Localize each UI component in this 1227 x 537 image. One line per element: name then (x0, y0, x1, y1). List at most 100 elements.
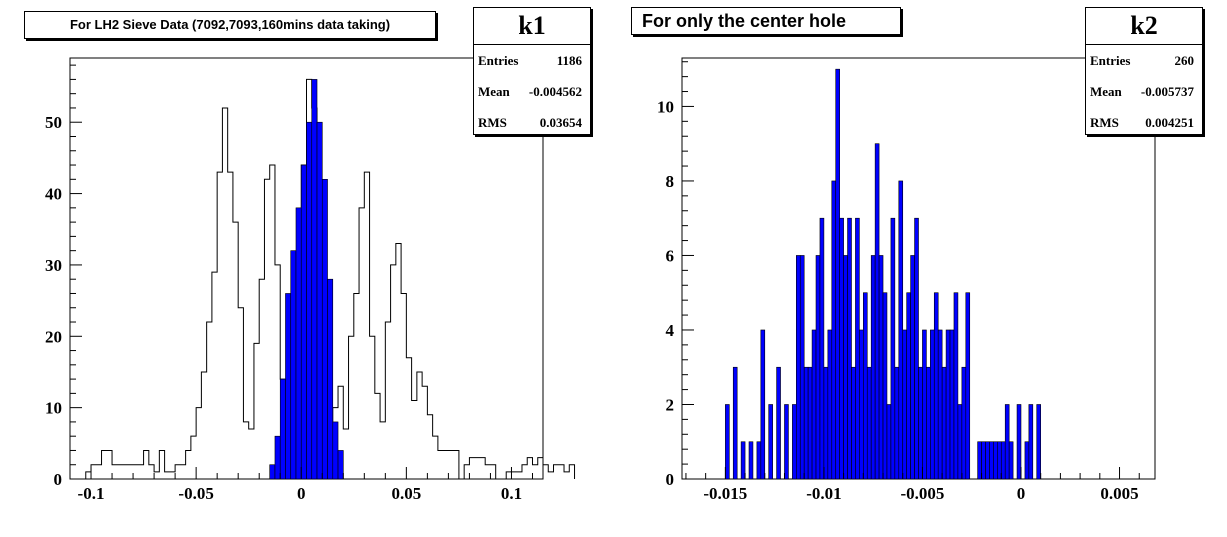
stats-label: RMS (478, 115, 507, 130)
histogram-bar (945, 329, 951, 480)
histogram-bar (831, 180, 837, 480)
histogram-bar (725, 404, 730, 480)
histogram-bar (803, 366, 809, 480)
histogram-bar (993, 441, 998, 480)
stats-label: Mean (1090, 84, 1122, 99)
histogram-bar (851, 366, 856, 480)
histogram-bar (977, 441, 982, 480)
stats-label: Mean (478, 84, 510, 99)
histogram-bar (906, 292, 911, 480)
histogram-bar (1008, 441, 1014, 480)
histogram-bar (321, 179, 328, 480)
histogram-bar (811, 329, 817, 480)
histogram-bar (295, 207, 302, 480)
x-tick-label: -0.015 (703, 484, 747, 503)
histogram-bar (985, 441, 990, 480)
histogram-bar (784, 404, 789, 480)
histogram-bar (835, 68, 840, 480)
stats-row-rms: RMS 0.004251 (1086, 107, 1202, 138)
histogram-bar (953, 292, 959, 480)
stats-row-rms: RMS 0.03654 (474, 107, 590, 138)
histogram-bar (819, 217, 825, 480)
stats-value: 0.004251 (1145, 115, 1194, 130)
histogram-bar (279, 378, 286, 480)
histogram-bar (949, 329, 955, 480)
y-tick-label: 50 (45, 113, 62, 132)
histogram-bar (894, 366, 900, 480)
histogram-bar (285, 293, 292, 480)
histogram-bar (748, 441, 754, 480)
histogram-bar (337, 450, 344, 480)
histogram-bar (882, 292, 888, 480)
histogram-bar (290, 250, 297, 480)
histogram-bar (327, 278, 334, 480)
histogram-panel-k2: For only the center hole 0 2 4 6 8 10 -0.015 -0… (614, 0, 1227, 537)
histogram-bar (926, 366, 931, 480)
stats-label: Entries (478, 53, 519, 68)
y-tick-label: 30 (45, 256, 62, 275)
x-tick-label: 0.05 (391, 484, 421, 503)
histogram-bar (332, 421, 339, 480)
x-tick-label: 0 (297, 484, 306, 503)
histogram-bar (269, 464, 276, 480)
histogram-bar (300, 164, 307, 480)
histogram-bar (847, 217, 852, 480)
x-tick-label: -0.05 (178, 484, 213, 503)
histogram-bar (989, 441, 994, 480)
histogram-bar (922, 329, 927, 480)
histogram-bar (1004, 404, 1010, 480)
x-tick-label: -0.005 (900, 484, 944, 503)
histogram-bar (859, 329, 864, 480)
histogram-bar (839, 217, 844, 480)
histogram-bar (941, 366, 947, 480)
chart-area-k1: 0 10 20 30 40 50 -0.1 -0.05 0 0.05 0.1 (45, 57, 576, 503)
histogram-bar (768, 404, 773, 480)
y-tick-label: 4 (666, 321, 675, 340)
y-tick-label: 10 (45, 399, 62, 418)
histogram-bar (1036, 404, 1041, 480)
stats-value: 0.03654 (539, 115, 582, 130)
stats-value: -0.004562 (528, 84, 582, 99)
histogram-bar (815, 255, 821, 480)
histogram-bar (807, 366, 813, 480)
histogram-bar (740, 441, 746, 480)
histogram-bar (863, 292, 868, 480)
histogram-bar (827, 329, 833, 480)
histogram-bar (776, 366, 781, 480)
histogram-bar (918, 366, 923, 480)
stats-label: RMS (1090, 115, 1119, 130)
histogram-bar (732, 366, 738, 480)
histogram-bar (997, 441, 1002, 480)
stats-row-mean: Mean -0.005737 (1086, 76, 1202, 107)
x-tick-label: 0.005 (1100, 484, 1138, 503)
histogram-bar (933, 292, 939, 480)
histogram-bar (306, 121, 313, 480)
x-tick-label: 0.1 (501, 484, 522, 503)
histogram-bar (855, 217, 860, 480)
histogram-bar (910, 255, 915, 480)
stats-label: Entries (1090, 53, 1131, 68)
histogram-bar (823, 366, 829, 480)
y-tick-label: 0 (666, 470, 675, 489)
histogram-bar (792, 404, 797, 480)
histogram-bar (937, 329, 943, 480)
histogram-bar (930, 329, 935, 480)
histogram-name: k2 (1086, 8, 1202, 45)
histogram-bar (316, 121, 323, 480)
y-tick-label: 0 (54, 470, 63, 489)
histogram-bar (1028, 404, 1034, 480)
histogram-panel-k1: For LH2 Sieve Data (7092,7093,160mins da… (24, 7, 591, 503)
histogram-bar (311, 79, 318, 480)
histogram-bar (760, 329, 766, 480)
y-tick-label: 6 (666, 246, 675, 265)
stats-box-k1: k1 Entries 1186 Mean -0.004562 RMS 0.03654 (473, 7, 591, 135)
histogram-bar (1016, 404, 1022, 480)
y-tick-label: 20 (45, 327, 62, 346)
histogram-bar (890, 217, 896, 480)
stats-row-mean: Mean -0.004562 (474, 76, 590, 107)
histogram-bar (886, 404, 892, 480)
x-tick-label: -0.01 (806, 484, 841, 503)
histogram-bar (914, 217, 919, 480)
stats-row-entries: Entries 1186 (474, 45, 590, 76)
histogram-bar (796, 255, 801, 480)
